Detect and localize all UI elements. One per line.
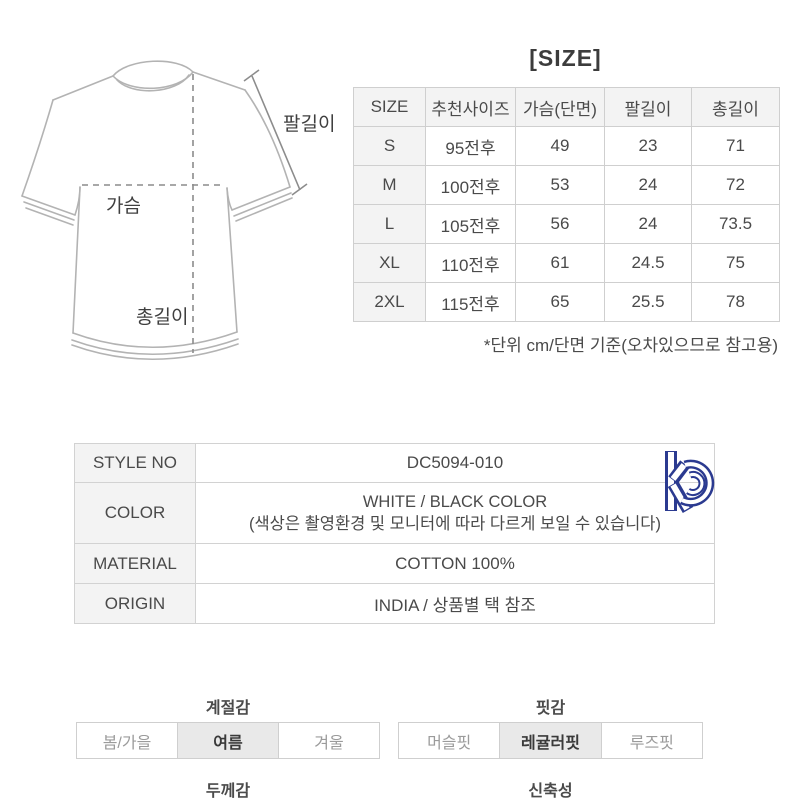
size-cell: 115전후 [425, 282, 516, 322]
fit-section-title: 핏감 [535, 700, 566, 717]
arm-length-guide-cap-top [243, 69, 260, 82]
tshirt-left-side [72, 186, 81, 334]
size-cell: 78 [691, 282, 780, 322]
total-length-label: 총길이 [136, 307, 189, 328]
fit-options: 머슬핏 레귤러핏 루즈핏 [398, 722, 703, 759]
size-cell: 73.5 [691, 204, 780, 244]
tshirt-right-cuff [231, 186, 291, 211]
tshirt-right-underarm [226, 187, 233, 211]
size-cell: 100전후 [425, 165, 516, 205]
size-cell: L [353, 204, 426, 244]
size-cell: 65 [515, 282, 605, 322]
tshirt-left-cuff [21, 195, 76, 216]
tshirt-hem-double [71, 338, 239, 361]
size-table-header-size: SIZE [353, 87, 426, 127]
size-cell: 25.5 [604, 282, 692, 322]
info-row-material: MATERIAL COTTON 100% [74, 543, 715, 584]
elasticity-section-title: 신축성 [528, 783, 573, 800]
size-section-title: [SIZE] [529, 45, 602, 71]
season-option-summer-selected: 여름 [177, 723, 278, 758]
info-value-line2: (색상은 촬영환경 및 모니터에 따라 다르게 보일 수 있습니다) [249, 515, 661, 533]
size-table-row-2xl: 2XL 115전후 65 25.5 78 [353, 282, 780, 322]
size-cell: 56 [515, 204, 605, 244]
size-cell: 23 [604, 126, 692, 166]
size-cell: 71 [691, 126, 780, 166]
size-table-header-chest: 가슴(단면) [515, 87, 605, 127]
product-info-table: STYLE NO DC5094-010 COLOR WHITE / BLACK … [74, 443, 715, 624]
size-cell: 49 [515, 126, 605, 166]
info-value: WHITE / BLACK COLOR (색상은 촬영환경 및 모니터에 따라 … [195, 482, 715, 544]
arm-length-guide-cap-bottom [291, 183, 308, 196]
info-label: ORIGIN [74, 583, 196, 624]
tshirt-right-side [226, 187, 238, 333]
size-cell: 24 [604, 165, 692, 205]
season-section-title: 계절감 [205, 700, 251, 717]
size-table-header-recommended: 추천사이즈 [425, 87, 516, 127]
size-cell: XL [353, 243, 426, 283]
info-value: COTTON 100% [195, 543, 715, 584]
size-table-row-xl: XL 110전후 61 24.5 75 [353, 243, 780, 283]
arm-length-label: 팔길이 [283, 114, 336, 135]
size-table-header-row: SIZE 추천사이즈 가슴(단면) 팔길이 총길이 [353, 87, 780, 127]
tshirt-right-sleeve-outer [244, 89, 291, 188]
tshirt-hem [72, 331, 238, 349]
size-cell: 2XL [353, 282, 426, 322]
info-label: STYLE NO [74, 443, 196, 483]
thickness-section-title: 두께감 [205, 783, 251, 800]
size-cell: S [353, 126, 426, 166]
info-label: COLOR [74, 482, 196, 544]
arm-length-guide-line [251, 75, 301, 191]
tshirt-collar-band [116, 74, 190, 92]
size-table-row-l: L 105전후 56 24 73.5 [353, 204, 780, 244]
info-row-style-no: STYLE NO DC5094-010 [74, 443, 715, 483]
info-value: INDIA / 상품별 택 참조 [195, 583, 715, 624]
season-options: 봄/가을 여름 겨울 [76, 722, 380, 759]
size-table-header-length: 총길이 [691, 87, 780, 127]
season-option-spring-fall: 봄/가을 [102, 734, 152, 752]
info-value: DC5094-010 [195, 443, 715, 483]
tshirt-left-cuff-double [23, 201, 75, 226]
size-table-row-m: M 100전후 53 24 72 [353, 165, 780, 205]
size-cell: 105전후 [425, 204, 516, 244]
fit-option-regular-selected: 레귤러핏 [499, 723, 601, 758]
info-label: MATERIAL [74, 543, 196, 584]
tshirt-left-sleeve-outer [21, 99, 54, 197]
size-table: SIZE 추천사이즈 가슴(단면) 팔길이 총길이 S 95전후 49 23 7… [353, 87, 780, 322]
fit-option-loose: 루즈핏 [600, 723, 702, 758]
size-cell: 24 [604, 204, 692, 244]
tshirt-right-shoulder [192, 71, 246, 91]
fit-option-muscle: 머슬핏 [427, 734, 472, 752]
size-cell: 110전후 [425, 243, 516, 283]
size-cell: 72 [691, 165, 780, 205]
info-row-color: COLOR WHITE / BLACK COLOR (색상은 촬영환경 및 모니… [74, 482, 715, 544]
kc-certification-icon [665, 451, 715, 513]
tshirt-left-shoulder [52, 75, 114, 101]
tshirt-measurement-diagram [21, 60, 308, 361]
size-cell: 75 [691, 243, 780, 283]
info-row-origin: ORIGIN INDIA / 상품별 택 참조 [74, 583, 715, 624]
size-unit-note: *단위 cm/단면 기준(오차있으므로 참고용) [483, 336, 778, 355]
info-value-line1: WHITE / BLACK COLOR [362, 492, 548, 511]
tshirt-right-cuff-double [233, 192, 293, 222]
chest-label: 가슴 [106, 196, 141, 217]
size-cell: 53 [515, 165, 605, 205]
size-cell: 24.5 [604, 243, 692, 283]
size-cell: 61 [515, 243, 605, 283]
size-table-header-arm: 팔길이 [604, 87, 692, 127]
size-table-row-s: S 95전후 49 23 71 [353, 126, 780, 166]
tshirt-collar-outer [112, 60, 194, 77]
season-option-winter: 겨울 [278, 723, 379, 758]
size-cell: 95전후 [425, 126, 516, 166]
size-cell: M [353, 165, 426, 205]
